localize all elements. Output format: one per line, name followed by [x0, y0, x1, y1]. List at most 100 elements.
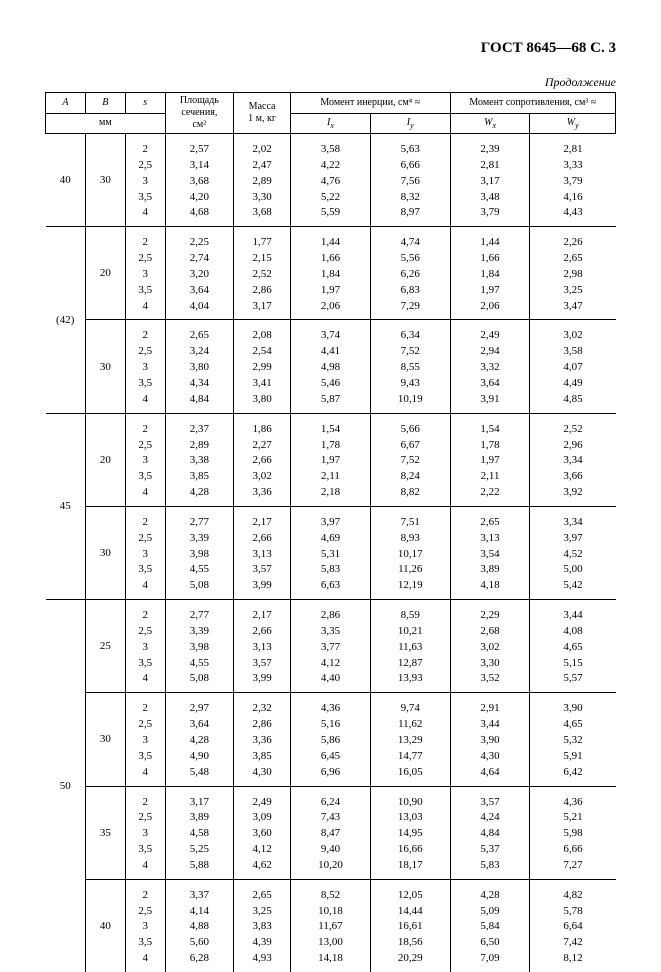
table-cell: 20,29 — [370, 950, 450, 972]
table-cell: 3 — [125, 918, 165, 934]
table-cell: 2,66 — [234, 452, 291, 468]
table-cell: 5,56 — [370, 250, 450, 266]
table-cell: 7,27 — [530, 857, 616, 879]
table-cell: 1,54 — [291, 413, 371, 436]
table-cell: 2,5 — [125, 809, 165, 825]
table-cell: 11,63 — [370, 639, 450, 655]
table-cell: 2,22 — [450, 484, 530, 506]
table-cell: 1,84 — [291, 266, 371, 282]
hdr-mm: мм — [46, 113, 166, 134]
properties-table: ABsПлощадьсечения,см²Масса1 м, кгМомент … — [45, 92, 616, 972]
table-cell: 5,00 — [530, 561, 616, 577]
table-cell: 2,66 — [234, 530, 291, 546]
table-cell: 3,68 — [165, 173, 233, 189]
table-cell: 4,49 — [530, 375, 616, 391]
table-cell: 4 — [125, 391, 165, 413]
table-cell: 7,29 — [370, 298, 450, 320]
table-cell: 3,64 — [165, 282, 233, 298]
table-cell: 8,97 — [370, 204, 450, 226]
table-cell: 16,66 — [370, 841, 450, 857]
table-cell: 4 — [125, 857, 165, 879]
table-cell: 1,84 — [450, 266, 530, 282]
table-cell: 2 — [125, 320, 165, 343]
table-cell: 4,24 — [450, 809, 530, 825]
table-cell: 3,5 — [125, 655, 165, 671]
table-cell: 5,08 — [165, 577, 233, 599]
table-cell: 3,25 — [530, 282, 616, 298]
table-cell: 2,86 — [234, 716, 291, 732]
table-cell: 3,36 — [234, 732, 291, 748]
table-cell: 2 — [125, 227, 165, 250]
table-cell: 2,5 — [125, 623, 165, 639]
table-cell: 5,60 — [165, 934, 233, 950]
table-cell: 2 — [125, 506, 165, 529]
table-cell: 13,29 — [370, 732, 450, 748]
table-cell: 8,12 — [530, 950, 616, 972]
cell-B: 30 — [85, 134, 125, 227]
table-cell: 3,97 — [291, 506, 371, 529]
table-cell: 5,91 — [530, 748, 616, 764]
table-cell: 16,61 — [370, 918, 450, 934]
table-cell: 6,64 — [530, 918, 616, 934]
table-cell: 2,98 — [530, 266, 616, 282]
table-cell: 2,52 — [234, 266, 291, 282]
cell-B: 30 — [85, 693, 125, 786]
table-cell: 3,13 — [450, 530, 530, 546]
table-cell: 4,55 — [165, 655, 233, 671]
table-cell: 12,19 — [370, 577, 450, 599]
table-cell: 3,57 — [450, 786, 530, 809]
table-cell: 8,82 — [370, 484, 450, 506]
table-cell: 3,30 — [234, 189, 291, 205]
table-cell: 2,65 — [165, 320, 233, 343]
table-cell: 4,40 — [291, 670, 371, 692]
table-cell: 2,5 — [125, 157, 165, 173]
table-cell: 3 — [125, 173, 165, 189]
table-cell: 2 — [125, 786, 165, 809]
table-cell: 2,25 — [165, 227, 233, 250]
table-cell: 11,62 — [370, 716, 450, 732]
table-cell: 4,18 — [450, 577, 530, 599]
table-cell: 2,5 — [125, 530, 165, 546]
table-cell: 1,78 — [291, 437, 371, 453]
table-cell: 2 — [125, 879, 165, 902]
table-cell: 3,97 — [530, 530, 616, 546]
table-cell: 3,68 — [234, 204, 291, 226]
table-cell: 3,47 — [530, 298, 616, 320]
table-cell: 3,25 — [234, 903, 291, 919]
standard-header: ГОСТ 8645—68 С. 3 — [45, 40, 616, 57]
cell-B: 20 — [85, 227, 125, 320]
table-cell: 3,92 — [530, 484, 616, 506]
table-cell: 5,66 — [370, 413, 450, 436]
table-cell: 12,87 — [370, 655, 450, 671]
cell-B: 30 — [85, 506, 125, 599]
table-cell: 4,65 — [530, 639, 616, 655]
table-cell: 7,09 — [450, 950, 530, 972]
table-cell: 3,02 — [450, 639, 530, 655]
table-cell: 9,40 — [291, 841, 371, 857]
table-cell: 4,55 — [165, 561, 233, 577]
table-cell: 3,5 — [125, 748, 165, 764]
table-cell: 3,39 — [165, 623, 233, 639]
table-cell: 13,03 — [370, 809, 450, 825]
table-cell: 5,21 — [530, 809, 616, 825]
table-cell: 2 — [125, 600, 165, 623]
table-cell: 8,55 — [370, 359, 450, 375]
table-cell: 3,85 — [165, 468, 233, 484]
table-cell: 5,31 — [291, 546, 371, 562]
table-cell: 4,98 — [291, 359, 371, 375]
table-cell: 1,97 — [450, 282, 530, 298]
table-cell: 4,84 — [450, 825, 530, 841]
table-cell: 2,32 — [234, 693, 291, 716]
table-cell: 3,39 — [165, 530, 233, 546]
table-cell: 3,20 — [165, 266, 233, 282]
table-cell: 5,63 — [370, 134, 450, 157]
table-cell: 3,57 — [234, 561, 291, 577]
table-cell: 3,5 — [125, 282, 165, 298]
table-cell: 2,06 — [291, 298, 371, 320]
table-cell: 4,36 — [530, 786, 616, 809]
table-cell: 5,86 — [291, 732, 371, 748]
table-cell: 4,68 — [165, 204, 233, 226]
table-cell: 2,06 — [450, 298, 530, 320]
table-cell: 9,43 — [370, 375, 450, 391]
table-cell: 3,74 — [291, 320, 371, 343]
